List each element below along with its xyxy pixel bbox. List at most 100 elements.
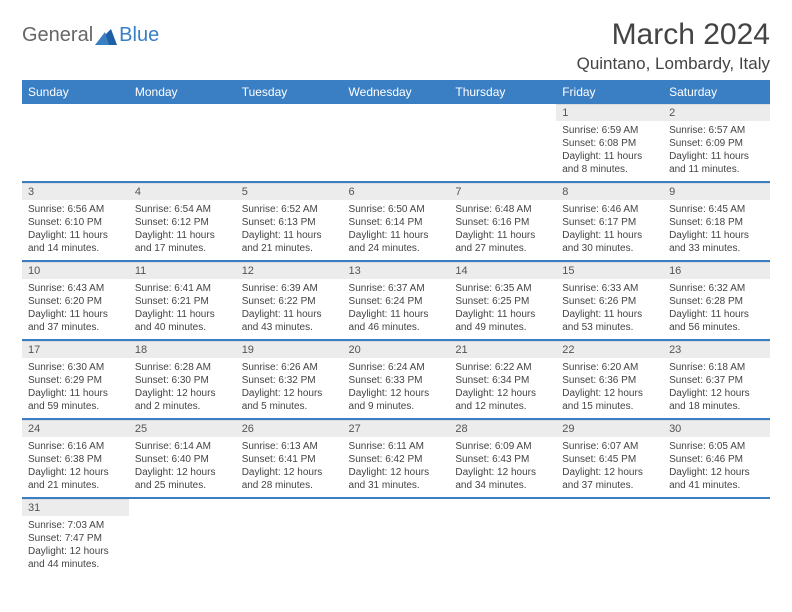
- day-number: 6: [343, 183, 450, 200]
- day-header: Friday: [556, 80, 663, 104]
- day-content: Sunrise: 6:57 AMSunset: 6:09 PMDaylight:…: [663, 121, 770, 181]
- calendar-day-empty: [449, 104, 556, 181]
- day-number: 13: [343, 262, 450, 279]
- day-number: 14: [449, 262, 556, 279]
- calendar-day-empty: [236, 104, 343, 181]
- calendar-day-empty: [236, 498, 343, 576]
- logo: General Blue: [22, 24, 159, 47]
- calendar-day-empty: [129, 498, 236, 576]
- calendar-day: 26Sunrise: 6:13 AMSunset: 6:41 PMDayligh…: [236, 419, 343, 497]
- calendar-day: 30Sunrise: 6:05 AMSunset: 6:46 PMDayligh…: [663, 419, 770, 497]
- calendar-day: 19Sunrise: 6:26 AMSunset: 6:32 PMDayligh…: [236, 340, 343, 418]
- day-header: Sunday: [22, 80, 129, 104]
- calendar-day: 2Sunrise: 6:57 AMSunset: 6:09 PMDaylight…: [663, 104, 770, 181]
- calendar-week: 24Sunrise: 6:16 AMSunset: 6:38 PMDayligh…: [22, 419, 770, 497]
- day-number: 11: [129, 262, 236, 279]
- calendar-day: 12Sunrise: 6:39 AMSunset: 6:22 PMDayligh…: [236, 261, 343, 339]
- calendar-day: 11Sunrise: 6:41 AMSunset: 6:21 PMDayligh…: [129, 261, 236, 339]
- calendar-day: 4Sunrise: 6:54 AMSunset: 6:12 PMDaylight…: [129, 182, 236, 260]
- day-number: 17: [22, 341, 129, 358]
- calendar-body: 1Sunrise: 6:59 AMSunset: 6:08 PMDaylight…: [22, 104, 770, 576]
- day-content: Sunrise: 6:48 AMSunset: 6:16 PMDaylight:…: [449, 200, 556, 260]
- calendar-day: 18Sunrise: 6:28 AMSunset: 6:30 PMDayligh…: [129, 340, 236, 418]
- day-content: Sunrise: 6:39 AMSunset: 6:22 PMDaylight:…: [236, 279, 343, 339]
- calendar-day: 3Sunrise: 6:56 AMSunset: 6:10 PMDaylight…: [22, 182, 129, 260]
- calendar-day: 14Sunrise: 6:35 AMSunset: 6:25 PMDayligh…: [449, 261, 556, 339]
- calendar-day-empty: [129, 104, 236, 181]
- calendar-day-empty: [22, 104, 129, 181]
- day-content: Sunrise: 6:35 AMSunset: 6:25 PMDaylight:…: [449, 279, 556, 339]
- day-content: Sunrise: 6:20 AMSunset: 6:36 PMDaylight:…: [556, 358, 663, 418]
- calendar-day: 21Sunrise: 6:22 AMSunset: 6:34 PMDayligh…: [449, 340, 556, 418]
- calendar-day: 23Sunrise: 6:18 AMSunset: 6:37 PMDayligh…: [663, 340, 770, 418]
- day-content: Sunrise: 6:24 AMSunset: 6:33 PMDaylight:…: [343, 358, 450, 418]
- title-block: March 2024 Quintano, Lombardy, Italy: [577, 18, 770, 74]
- day-number: 3: [22, 183, 129, 200]
- day-number: 15: [556, 262, 663, 279]
- calendar-day: 22Sunrise: 6:20 AMSunset: 6:36 PMDayligh…: [556, 340, 663, 418]
- calendar-day: 31Sunrise: 7:03 AMSunset: 7:47 PMDayligh…: [22, 498, 129, 576]
- calendar-day: 15Sunrise: 6:33 AMSunset: 6:26 PMDayligh…: [556, 261, 663, 339]
- calendar-day-empty: [556, 498, 663, 576]
- calendar-day: 8Sunrise: 6:46 AMSunset: 6:17 PMDaylight…: [556, 182, 663, 260]
- day-content: Sunrise: 6:52 AMSunset: 6:13 PMDaylight:…: [236, 200, 343, 260]
- calendar-day: 27Sunrise: 6:11 AMSunset: 6:42 PMDayligh…: [343, 419, 450, 497]
- calendar-day-empty: [343, 104, 450, 181]
- day-content: Sunrise: 6:28 AMSunset: 6:30 PMDaylight:…: [129, 358, 236, 418]
- day-number: 16: [663, 262, 770, 279]
- day-content: Sunrise: 6:16 AMSunset: 6:38 PMDaylight:…: [22, 437, 129, 497]
- calendar-day-empty: [663, 498, 770, 576]
- calendar-day: 24Sunrise: 6:16 AMSunset: 6:38 PMDayligh…: [22, 419, 129, 497]
- day-header-row: SundayMondayTuesdayWednesdayThursdayFrid…: [22, 80, 770, 104]
- location: Quintano, Lombardy, Italy: [577, 54, 770, 74]
- calendar-day: 1Sunrise: 6:59 AMSunset: 6:08 PMDaylight…: [556, 104, 663, 181]
- day-number: 4: [129, 183, 236, 200]
- day-number: 8: [556, 183, 663, 200]
- day-content: Sunrise: 6:50 AMSunset: 6:14 PMDaylight:…: [343, 200, 450, 260]
- day-header: Wednesday: [343, 80, 450, 104]
- logo-text-2: Blue: [119, 24, 159, 47]
- day-number: 25: [129, 420, 236, 437]
- day-content: Sunrise: 6:14 AMSunset: 6:40 PMDaylight:…: [129, 437, 236, 497]
- calendar-week: 1Sunrise: 6:59 AMSunset: 6:08 PMDaylight…: [22, 104, 770, 181]
- day-number: 22: [556, 341, 663, 358]
- day-number: 20: [343, 341, 450, 358]
- calendar-week: 3Sunrise: 6:56 AMSunset: 6:10 PMDaylight…: [22, 182, 770, 260]
- calendar-day: 7Sunrise: 6:48 AMSunset: 6:16 PMDaylight…: [449, 182, 556, 260]
- day-number: 29: [556, 420, 663, 437]
- day-content: Sunrise: 6:09 AMSunset: 6:43 PMDaylight:…: [449, 437, 556, 497]
- calendar-day: 20Sunrise: 6:24 AMSunset: 6:33 PMDayligh…: [343, 340, 450, 418]
- calendar-day: 29Sunrise: 6:07 AMSunset: 6:45 PMDayligh…: [556, 419, 663, 497]
- day-number: 21: [449, 341, 556, 358]
- day-number: 12: [236, 262, 343, 279]
- calendar-day: 17Sunrise: 6:30 AMSunset: 6:29 PMDayligh…: [22, 340, 129, 418]
- calendar-day: 9Sunrise: 6:45 AMSunset: 6:18 PMDaylight…: [663, 182, 770, 260]
- day-number: 7: [449, 183, 556, 200]
- day-content: Sunrise: 7:03 AMSunset: 7:47 PMDaylight:…: [22, 516, 129, 576]
- day-content: Sunrise: 6:33 AMSunset: 6:26 PMDaylight:…: [556, 279, 663, 339]
- calendar-week: 31Sunrise: 7:03 AMSunset: 7:47 PMDayligh…: [22, 498, 770, 576]
- day-number: 1: [556, 104, 663, 121]
- day-number: 2: [663, 104, 770, 121]
- day-header: Tuesday: [236, 80, 343, 104]
- day-content: Sunrise: 6:45 AMSunset: 6:18 PMDaylight:…: [663, 200, 770, 260]
- day-number: 30: [663, 420, 770, 437]
- calendar-day-empty: [449, 498, 556, 576]
- calendar-table: SundayMondayTuesdayWednesdayThursdayFrid…: [22, 80, 770, 576]
- day-content: Sunrise: 6:41 AMSunset: 6:21 PMDaylight:…: [129, 279, 236, 339]
- day-content: Sunrise: 6:30 AMSunset: 6:29 PMDaylight:…: [22, 358, 129, 418]
- day-content: Sunrise: 6:07 AMSunset: 6:45 PMDaylight:…: [556, 437, 663, 497]
- day-number: 24: [22, 420, 129, 437]
- day-content: Sunrise: 6:05 AMSunset: 6:46 PMDaylight:…: [663, 437, 770, 497]
- day-content: Sunrise: 6:18 AMSunset: 6:37 PMDaylight:…: [663, 358, 770, 418]
- calendar-day-empty: [343, 498, 450, 576]
- day-number: 19: [236, 341, 343, 358]
- day-header: Saturday: [663, 80, 770, 104]
- logo-text-1: General: [22, 24, 93, 47]
- day-content: Sunrise: 6:43 AMSunset: 6:20 PMDaylight:…: [22, 279, 129, 339]
- calendar-week: 10Sunrise: 6:43 AMSunset: 6:20 PMDayligh…: [22, 261, 770, 339]
- logo-sail-icon: [95, 28, 117, 44]
- day-content: Sunrise: 6:13 AMSunset: 6:41 PMDaylight:…: [236, 437, 343, 497]
- day-content: Sunrise: 6:32 AMSunset: 6:28 PMDaylight:…: [663, 279, 770, 339]
- day-content: Sunrise: 6:54 AMSunset: 6:12 PMDaylight:…: [129, 200, 236, 260]
